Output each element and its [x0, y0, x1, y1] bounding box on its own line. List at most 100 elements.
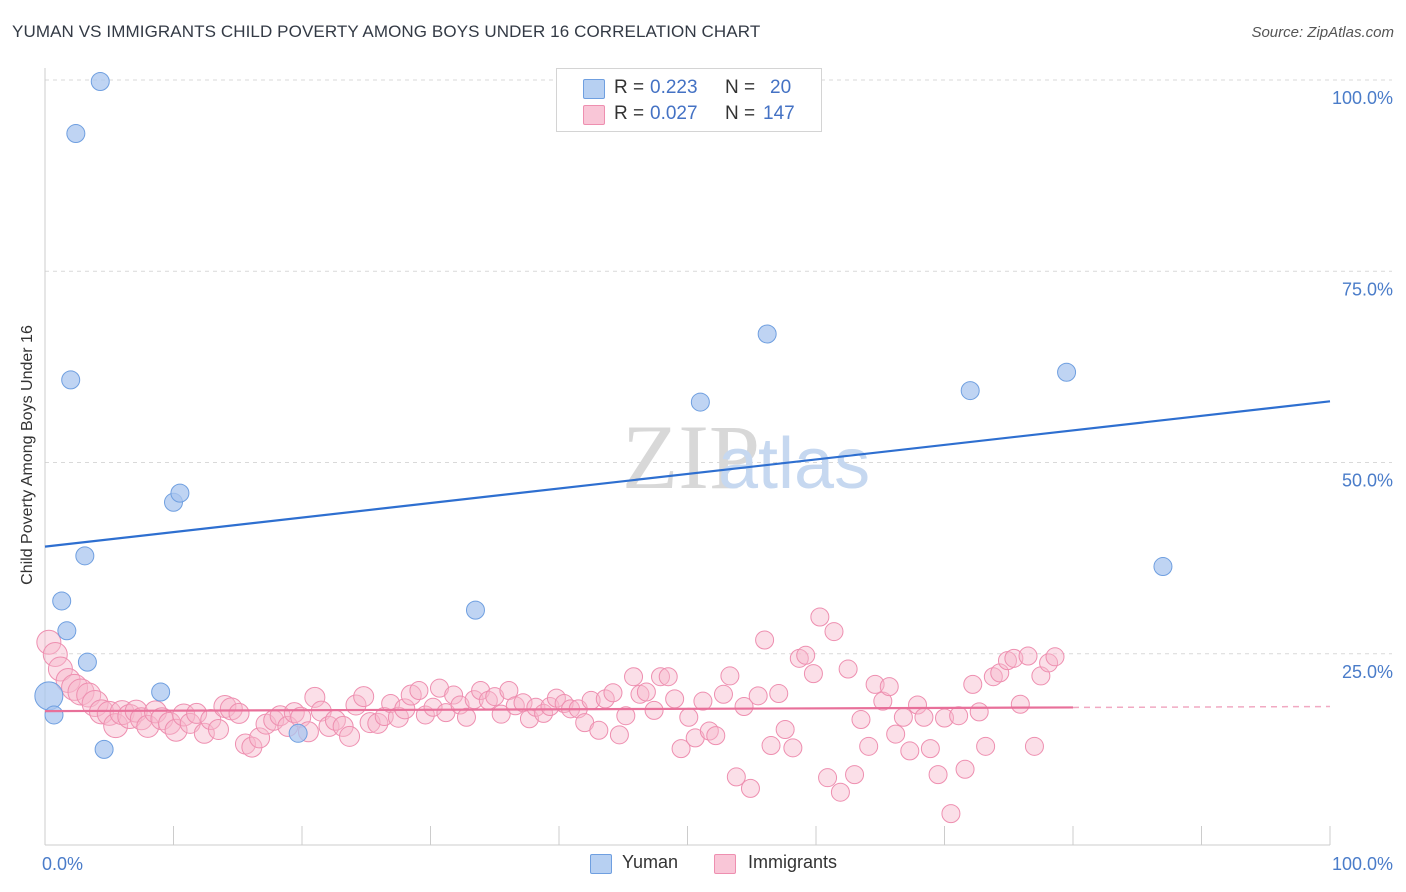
immigrants-point	[228, 702, 250, 724]
legend-swatch-immigrants	[583, 105, 605, 125]
legend-r-label: R =	[614, 103, 645, 124]
immigrants-point	[423, 697, 443, 717]
immigrants-point	[914, 707, 934, 727]
immigrants-point	[616, 706, 636, 726]
immigrants-point	[845, 765, 865, 785]
immigrants-point	[444, 685, 464, 705]
immigrants-point	[949, 706, 969, 726]
yuman-trend-line	[44, 400, 1331, 548]
yuman-point	[690, 392, 710, 412]
yuman-point	[757, 324, 777, 344]
immigrants-point	[42, 642, 68, 668]
immigrants-point	[304, 686, 326, 708]
immigrants-point	[803, 664, 823, 684]
immigrants-point	[456, 707, 476, 727]
immigrants-point	[249, 727, 271, 749]
immigrants-trend-extension	[1072, 705, 1331, 709]
immigrants-point	[589, 720, 609, 740]
immigrants-point	[755, 630, 775, 650]
immigrants-point	[624, 667, 644, 687]
legend-n-label: N =	[725, 77, 756, 98]
immigrants-point	[609, 725, 629, 745]
yuman-point	[465, 600, 485, 620]
immigrants-point	[186, 702, 208, 724]
source-label: Source: ZipAtlas.com	[1251, 24, 1394, 41]
immigrants-point	[838, 659, 858, 679]
immigrants-trend-line	[44, 706, 1074, 713]
immigrants-point	[526, 697, 546, 717]
legend-n-label: N =	[725, 103, 756, 124]
legend-swatch-yuman	[590, 854, 612, 874]
immigrants-point	[859, 736, 879, 756]
yuman-point	[151, 682, 171, 702]
immigrants-point	[734, 697, 754, 717]
immigrants-point	[908, 695, 928, 715]
yuman-point	[94, 739, 114, 759]
immigrants-point	[928, 765, 948, 785]
immigrants-point	[900, 741, 920, 761]
immigrants-point	[969, 702, 989, 722]
immigrants-point	[830, 782, 850, 802]
yuman-point	[1057, 362, 1077, 382]
immigrants-point	[873, 691, 893, 711]
immigrants-point	[595, 689, 615, 709]
y-tick-label: 50.0%	[1342, 471, 1393, 491]
immigrants-point	[103, 713, 129, 739]
immigrants-point	[761, 736, 781, 756]
immigrants-point	[713, 684, 733, 704]
yuman-point	[34, 681, 64, 711]
immigrants-point	[879, 677, 899, 697]
immigrants-point	[990, 663, 1010, 683]
chart-title: YUMAN VS IMMIGRANTS CHILD POVERTY AMONG …	[12, 22, 761, 41]
immigrants-point	[824, 622, 844, 642]
immigrants-point	[554, 693, 574, 713]
legend-n-value: 20	[770, 77, 792, 98]
immigrants-point	[129, 707, 153, 731]
immigrants-point	[775, 719, 795, 739]
immigrants-point	[96, 700, 122, 726]
legend-n-value: 147	[763, 103, 795, 124]
immigrants-point	[769, 684, 789, 704]
legend-label-immigrants: Immigrants	[748, 852, 838, 872]
immigrants-point	[658, 667, 678, 687]
immigrants-point	[920, 739, 940, 759]
legend-swatch-immigrants	[714, 854, 736, 874]
legend-swatch-yuman	[583, 79, 605, 99]
immigrants-point	[1010, 694, 1030, 714]
immigrants-point	[513, 693, 533, 713]
immigrants-point	[234, 733, 256, 755]
immigrants-point	[207, 718, 229, 740]
immigrants-point	[164, 718, 188, 742]
yuman-point	[57, 621, 77, 641]
immigrants-point	[740, 778, 760, 798]
yuman-point	[960, 381, 980, 401]
immigrants-point	[976, 736, 996, 756]
legend-label-yuman: Yuman	[622, 852, 679, 872]
immigrants-point	[693, 691, 713, 711]
yuman-point	[44, 705, 64, 725]
legend-r-value: 0.223	[650, 77, 698, 98]
immigrants-point	[1004, 648, 1024, 668]
legend-r-value: 0.027	[650, 103, 698, 124]
immigrants-point	[851, 710, 871, 730]
immigrants-point	[339, 725, 361, 747]
immigrants-point	[193, 722, 215, 744]
yuman-point	[66, 124, 86, 144]
yuman-point	[77, 652, 97, 672]
immigrants-point	[665, 689, 685, 709]
immigrants-point	[955, 759, 975, 779]
legend-r-label: R =	[614, 77, 645, 98]
y-tick-label: 25.0%	[1342, 662, 1393, 682]
immigrants-point	[636, 682, 656, 702]
legend-row-yuman: R = 0.223 N = 20	[583, 77, 813, 101]
immigrants-point	[644, 700, 664, 720]
immigrants-point	[1018, 646, 1038, 666]
yuman-point	[52, 591, 72, 611]
y-tick-label: 75.0%	[1342, 279, 1393, 299]
immigrants-point	[818, 768, 838, 788]
immigrants-point	[67, 678, 95, 706]
stats-legend: R = 0.223 N = 20 R = 0.027 N = 147	[556, 68, 822, 132]
immigrants-point	[941, 804, 961, 824]
yuman-point	[170, 483, 190, 503]
immigrants-point	[409, 680, 429, 700]
